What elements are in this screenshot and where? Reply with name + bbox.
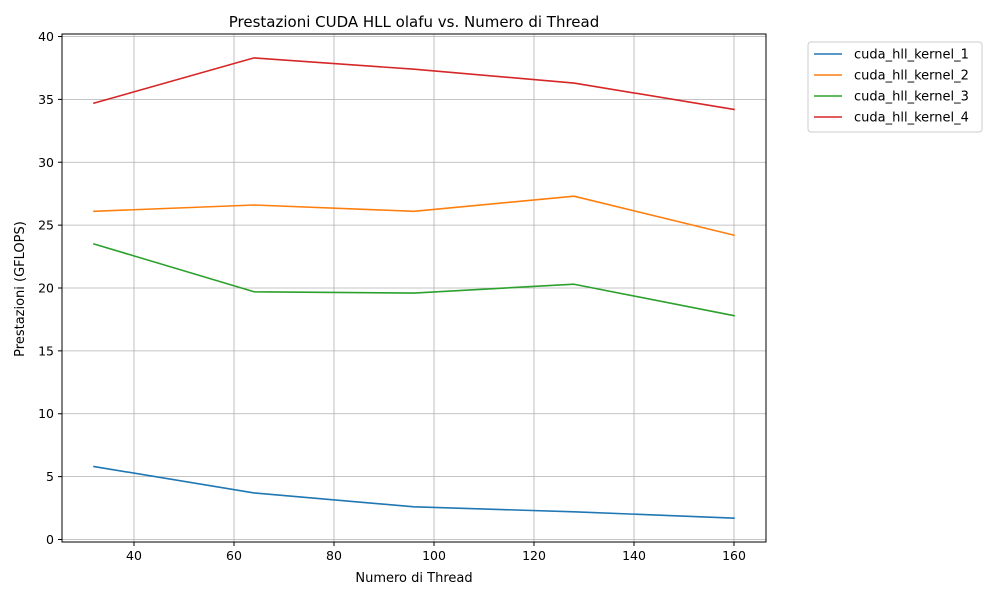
legend-frame bbox=[807, 41, 983, 133]
y-tick-label: 10 bbox=[38, 406, 54, 421]
grid bbox=[62, 34, 766, 542]
y-tick-label: 25 bbox=[38, 218, 54, 233]
series-line-cuda_hll_kernel_1 bbox=[93, 465, 735, 519]
legend-label: cuda_hll_kernel_1 bbox=[854, 48, 969, 63]
x-tick-label: 60 bbox=[226, 548, 242, 563]
series-line-cuda_hll_kernel_3 bbox=[93, 242, 735, 317]
y-tick-label: 15 bbox=[38, 343, 54, 358]
x-tick-label: 40 bbox=[126, 548, 142, 563]
legend-label: cuda_hll_kernel_2 bbox=[854, 69, 969, 84]
series-lines bbox=[93, 57, 735, 519]
y-tick-label: 5 bbox=[46, 469, 54, 484]
legend-label: cuda_hll_kernel_4 bbox=[854, 111, 969, 126]
y-tick-label: 35 bbox=[38, 92, 54, 107]
x-tick-label: 80 bbox=[326, 548, 342, 563]
legend-items: cuda_hll_kernel_1 cuda_hll_kernel_2 cuda_h… bbox=[814, 48, 969, 126]
x-tick-label: 120 bbox=[522, 548, 546, 563]
x-tick-label: 140 bbox=[622, 548, 646, 563]
legend: cuda_hll_kernel_1 cuda_hll_kernel_2 cuda_h… bbox=[807, 41, 983, 133]
y-tick-label: 20 bbox=[38, 281, 54, 296]
legend-label: cuda_hll_kernel_3 bbox=[854, 90, 969, 105]
x-axis-ticks: 40 60 80 100 120 140 160 bbox=[126, 542, 746, 563]
series-line-cuda_hll_kernel_4 bbox=[93, 57, 735, 111]
y-axis-label: Prestazioni (GFLOPS) bbox=[13, 221, 28, 357]
x-axis-label: Numero di Thread bbox=[355, 571, 472, 586]
y-tick-label: 0 bbox=[46, 532, 54, 547]
y-tick-label: 40 bbox=[38, 29, 54, 44]
series-line-cuda_hll_kernel_2 bbox=[93, 195, 735, 237]
y-axis-ticks: 0 5 10 15 20 25 30 35 40 bbox=[38, 29, 62, 547]
y-tick-label: 30 bbox=[38, 155, 54, 170]
x-tick-label: 100 bbox=[422, 548, 446, 563]
chart-title: Prestazioni CUDA HLL olafu vs. Numero di… bbox=[229, 13, 600, 31]
x-tick-label: 160 bbox=[722, 548, 746, 563]
